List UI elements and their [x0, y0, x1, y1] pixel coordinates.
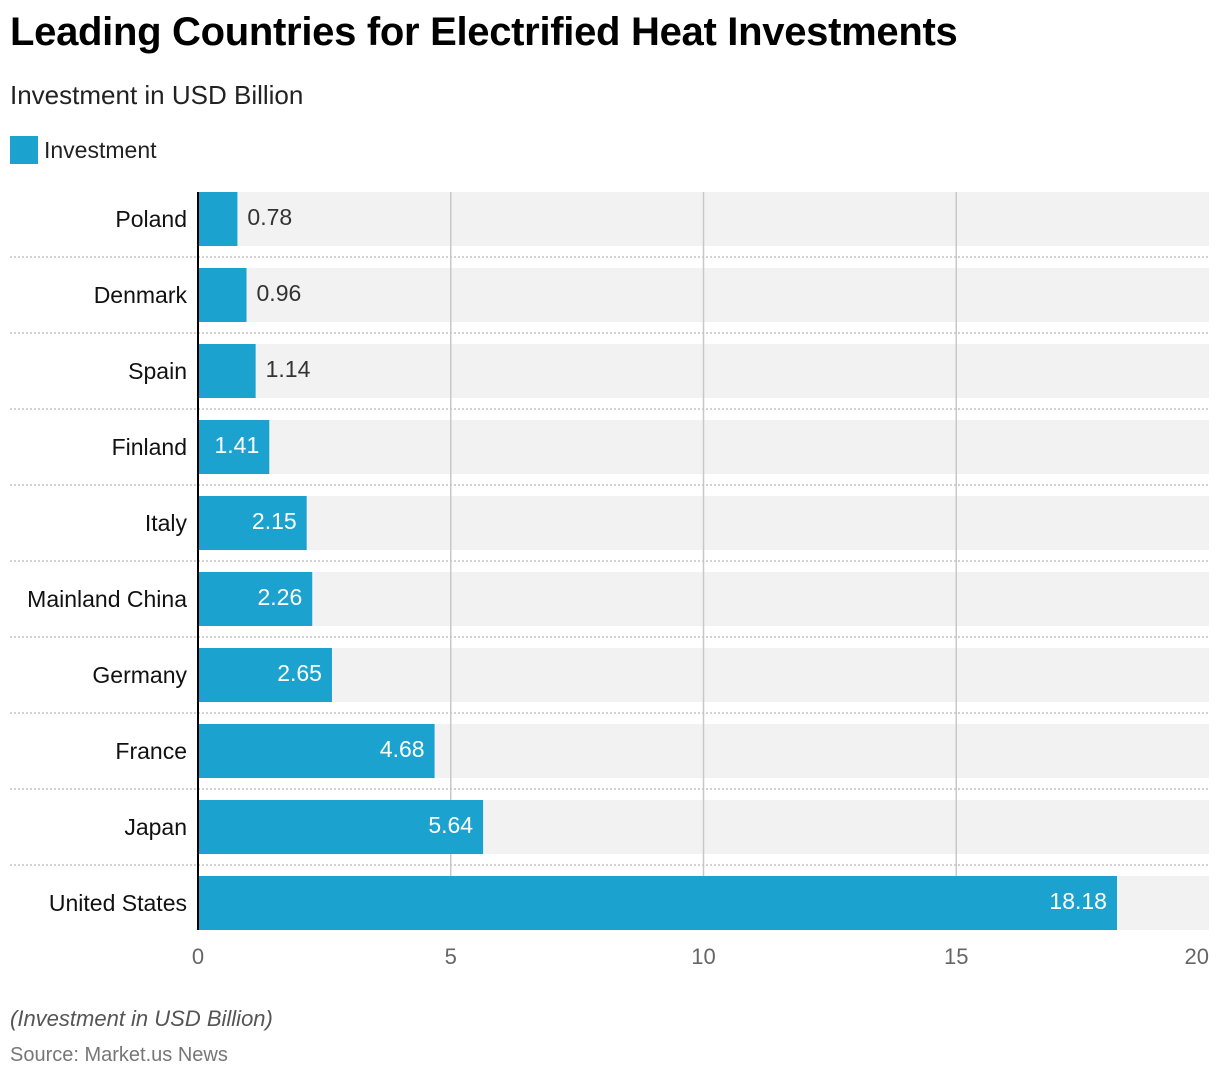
value-label: 1.14 [266, 356, 311, 382]
bar [198, 344, 256, 398]
bar [198, 268, 247, 322]
value-label: 5.64 [428, 812, 473, 838]
value-label: 2.26 [257, 584, 302, 610]
value-label: 0.78 [247, 204, 292, 230]
x-tick-label: 10 [691, 944, 715, 969]
category-label: Denmark [94, 282, 188, 308]
value-label: 2.15 [252, 508, 297, 534]
value-label: 18.18 [1049, 888, 1107, 914]
category-label: Poland [115, 206, 187, 232]
category-label: Japan [124, 814, 187, 840]
source-credit: Source: Market.us News [10, 1044, 228, 1066]
bar [198, 724, 435, 778]
category-label: France [115, 738, 187, 764]
bar [198, 572, 313, 626]
bar [198, 800, 484, 854]
x-tick-label: 20 [1185, 944, 1209, 969]
bar [198, 648, 332, 702]
chart-title: Leading Countries for Electrified Heat I… [10, 10, 958, 54]
x-tick-label: 5 [445, 944, 457, 969]
bar [198, 192, 238, 246]
value-label: 1.41 [215, 432, 260, 458]
bar [198, 876, 1117, 930]
category-label: Finland [112, 434, 187, 460]
category-label: Mainland China [27, 586, 187, 612]
x-tick-label: 0 [192, 944, 204, 969]
category-label: United States [49, 890, 187, 916]
value-label: 4.68 [380, 736, 425, 762]
legend-label: Investment [44, 136, 157, 163]
bar [198, 496, 307, 550]
category-label: Germany [92, 662, 187, 688]
bar [198, 420, 270, 474]
bar-chart: Poland 0.78 Denmark 0.96 Spain 1.14 Finland 1.4… [10, 192, 1209, 969]
value-label: 0.96 [257, 280, 302, 306]
x-tick-label: 15 [944, 944, 968, 969]
value-label: 2.65 [277, 660, 322, 686]
chart-subtitle: Investment in USD Billion [10, 80, 304, 110]
category-label: Spain [128, 358, 187, 384]
legend-swatch [10, 136, 38, 164]
legend: Investment [10, 136, 157, 164]
category-label: Italy [145, 510, 188, 536]
footnote: (Investment in USD Billion) [10, 1006, 273, 1031]
